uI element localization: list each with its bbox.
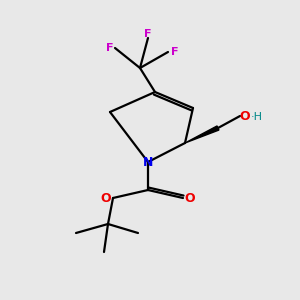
Text: ·H: ·H — [251, 112, 263, 122]
Text: F: F — [106, 43, 114, 53]
Text: F: F — [171, 47, 179, 57]
Polygon shape — [185, 126, 219, 143]
Text: O: O — [101, 191, 111, 205]
Text: O: O — [185, 191, 195, 205]
Text: O: O — [240, 110, 250, 122]
Text: F: F — [144, 29, 152, 39]
Text: N: N — [143, 155, 153, 169]
